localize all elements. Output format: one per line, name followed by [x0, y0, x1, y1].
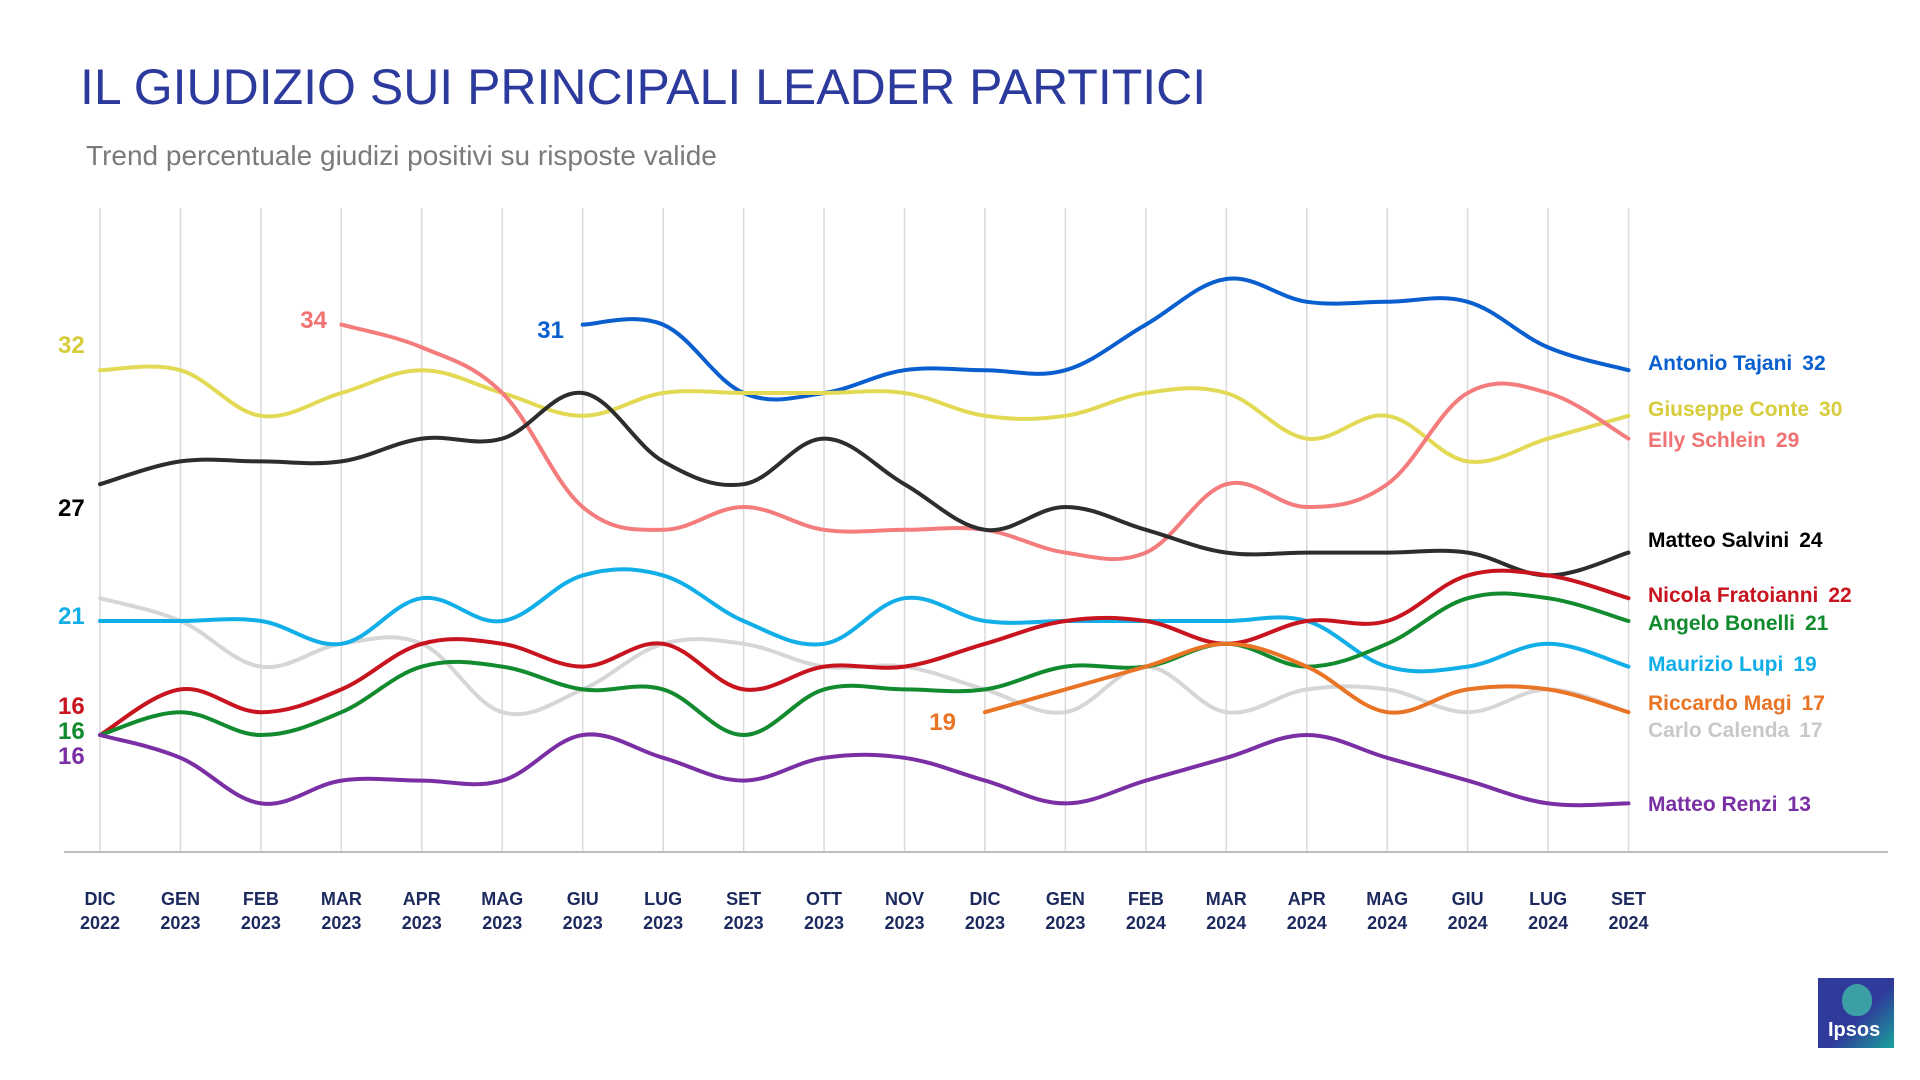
series-label-nicola-fratoianni: Nicola Fratoianni 22 [1648, 584, 1852, 607]
x-tick-label: FEB 2023 [241, 889, 281, 933]
start-value-angelo-bonelli: 16 [58, 718, 85, 745]
start-value-matteo-salvini: 27 [58, 495, 85, 522]
series-label-matteo-renzi: Matteo Renzi 13 [1648, 793, 1811, 816]
series-label-elly-schlein: Elly Schlein 29 [1648, 429, 1799, 452]
page-title: IL GIUDIZIO SUI PRINCIPALI LEADER PARTIT… [80, 59, 1207, 115]
page-subtitle: Trend percentuale giudizi positivi su ri… [86, 140, 717, 171]
logo-mark-icon [1842, 984, 1872, 1016]
x-tick-label: SET 2024 [1609, 889, 1649, 933]
series-label-antonio-tajani: Antonio Tajani 32 [1648, 352, 1826, 375]
series-label-angelo-bonelli: Angelo Bonelli 21 [1648, 612, 1829, 635]
x-tick-label: LUG 2023 [643, 889, 683, 933]
series-line-nicola-fratoianni [98, 568, 1631, 737]
x-tick-label: SET 2023 [724, 889, 764, 933]
start-value-matteo-renzi: 16 [58, 743, 85, 770]
x-tick-label: APR 2023 [402, 889, 442, 933]
x-tick-label: APR 2024 [1287, 889, 1327, 933]
series-line-antonio-tajani [580, 276, 1631, 402]
x-tick-label: DIC 2022 [80, 889, 120, 933]
series-label-riccardo-magi: Riccardo Magi 17 [1648, 692, 1825, 715]
x-tick-label: LUG 2024 [1528, 889, 1568, 933]
series-line-giuseppe-conte [98, 364, 1631, 464]
x-tick-label: FEB 2024 [1126, 889, 1166, 933]
start-value-riccardo-magi: 19 [929, 709, 956, 736]
x-tick-label: MAG 2024 [1366, 889, 1408, 933]
x-tick-label: GIU 2024 [1448, 889, 1488, 933]
series-label-carlo-calenda: Carlo Calenda 17 [1648, 719, 1823, 742]
series-label-giuseppe-conte: Giuseppe Conte 30 [1648, 398, 1842, 421]
start-value-maurizio-lupi: 21 [58, 603, 85, 630]
ipsos-logo: Ipsos [1818, 978, 1894, 1048]
x-tick-label: GIU 2023 [563, 889, 603, 933]
series-line-angelo-bonelli [98, 591, 1631, 737]
x-axis: DIC 2022 GEN 2023 FEB 2023 MAR 2023 APR 2023 MAG 20… [80, 889, 1649, 933]
start-value-giuseppe-conte: 32 [58, 332, 85, 359]
logo-text: Ipsos [1828, 1019, 1881, 1041]
start-value-antonio-tajani: 31 [537, 317, 564, 344]
start-value-elly-schlein: 34 [300, 307, 327, 334]
series-line-maurizio-lupi [98, 567, 1631, 674]
x-tick-label: NOV 2023 [884, 889, 924, 933]
series-label-maurizio-lupi: Maurizio Lupi 19 [1648, 653, 1817, 676]
series-line-matteo-renzi [98, 732, 1631, 808]
x-tick-label: DIC 2023 [965, 889, 1005, 933]
series-label-matteo-salvini: Matteo Salvini 24 [1648, 529, 1823, 552]
series-line-riccardo-magi [982, 641, 1631, 715]
series-line-matteo-salvini [98, 390, 1631, 578]
x-tick-label: MAR 2024 [1206, 889, 1247, 933]
start-value-nicola-fratoianni: 16 [58, 693, 85, 720]
x-tick-label: GEN 2023 [160, 889, 200, 933]
chart-lines [98, 276, 1631, 808]
chart-labels: Carlo Calenda 17 Antonio Tajani 32 31 Giusepp… [58, 307, 1852, 816]
x-tick-label: MAG 2023 [481, 889, 523, 933]
x-tick-label: GEN 2023 [1045, 889, 1085, 933]
x-tick-label: OTT 2023 [804, 889, 844, 933]
x-tick-label: MAR 2023 [321, 889, 362, 933]
